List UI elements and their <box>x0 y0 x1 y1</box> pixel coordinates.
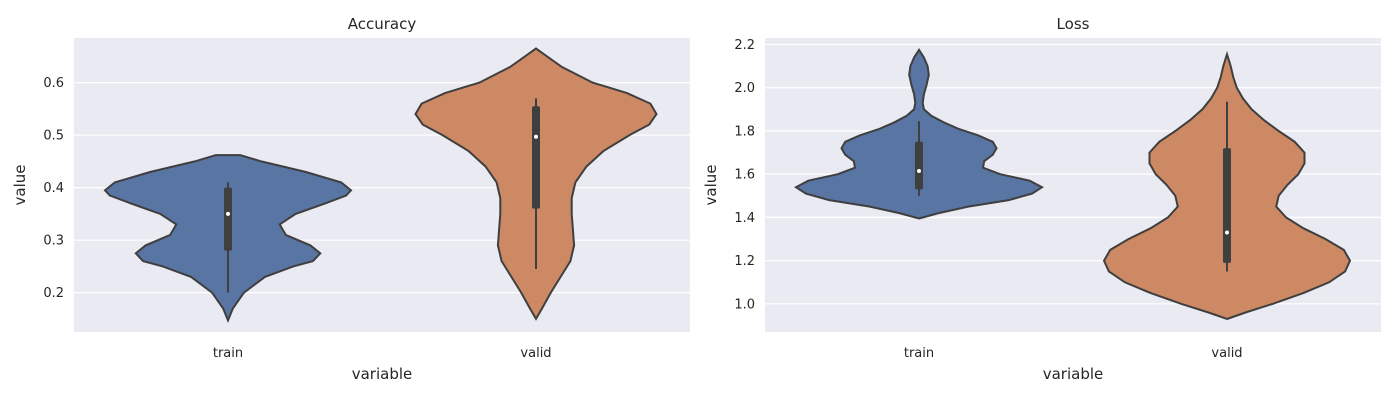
loss-iqr-box-train <box>915 141 923 190</box>
loss-y-tick-label: 2.0 <box>734 81 755 96</box>
loss-median-dot-train <box>917 168 921 173</box>
accuracy-y-tick-labels: 0.2 0.3 0.4 0.5 0.6 <box>43 76 64 301</box>
loss-y-tick-label: 1.6 <box>734 168 755 183</box>
loss-title: Loss <box>1057 15 1090 33</box>
accuracy-x-tick-label: valid <box>520 346 551 361</box>
loss-y-tick-label: 1.8 <box>734 124 755 139</box>
loss-y-tick-labels: 1.0 1.2 1.4 1.6 1.8 2.0 2.2 <box>734 38 755 312</box>
accuracy-median-dot-valid <box>534 134 538 139</box>
loss-y-tick-label: 2.2 <box>734 38 755 53</box>
loss-y-tick-label: 1.4 <box>734 211 755 226</box>
accuracy-x-tick-label: train <box>213 346 243 361</box>
loss-x-axis-label: variable <box>1043 365 1104 383</box>
loss-y-tick-label: 1.2 <box>734 254 755 269</box>
accuracy-violins <box>103 47 658 324</box>
accuracy-y-tick-label: 0.6 <box>43 76 64 91</box>
loss-y-axis-label: value <box>702 165 720 206</box>
accuracy-iqr-box-valid <box>532 106 540 209</box>
accuracy-panel: 0.2 0.3 0.4 0.5 0.6 train valid Accuracy vari… <box>11 15 690 383</box>
accuracy-y-axis-label: value <box>11 165 29 206</box>
loss-median-dot-valid <box>1225 230 1229 235</box>
accuracy-y-tick-label: 0.5 <box>43 129 64 144</box>
accuracy-x-axis-label: variable <box>352 365 413 383</box>
loss-x-tick-label: valid <box>1211 346 1242 361</box>
loss-violins <box>794 48 1352 321</box>
accuracy-x-tick-labels: train valid <box>213 346 552 361</box>
loss-y-tick-label: 1.0 <box>734 297 755 312</box>
accuracy-median-dot-train <box>226 211 230 216</box>
accuracy-iqr-box-train <box>224 187 232 251</box>
accuracy-y-tick-label: 0.4 <box>43 181 64 196</box>
accuracy-y-tick-label: 0.3 <box>43 234 64 249</box>
loss-iqr-box-valid <box>1223 148 1231 263</box>
accuracy-title: Accuracy <box>348 15 417 33</box>
loss-x-tick-labels: train valid <box>904 346 1243 361</box>
loss-x-tick-label: train <box>904 346 934 361</box>
accuracy-y-tick-label: 0.2 <box>43 286 64 301</box>
loss-panel: 1.0 1.2 1.4 1.6 1.8 2.0 2.2 train valid Loss va… <box>702 15 1381 383</box>
